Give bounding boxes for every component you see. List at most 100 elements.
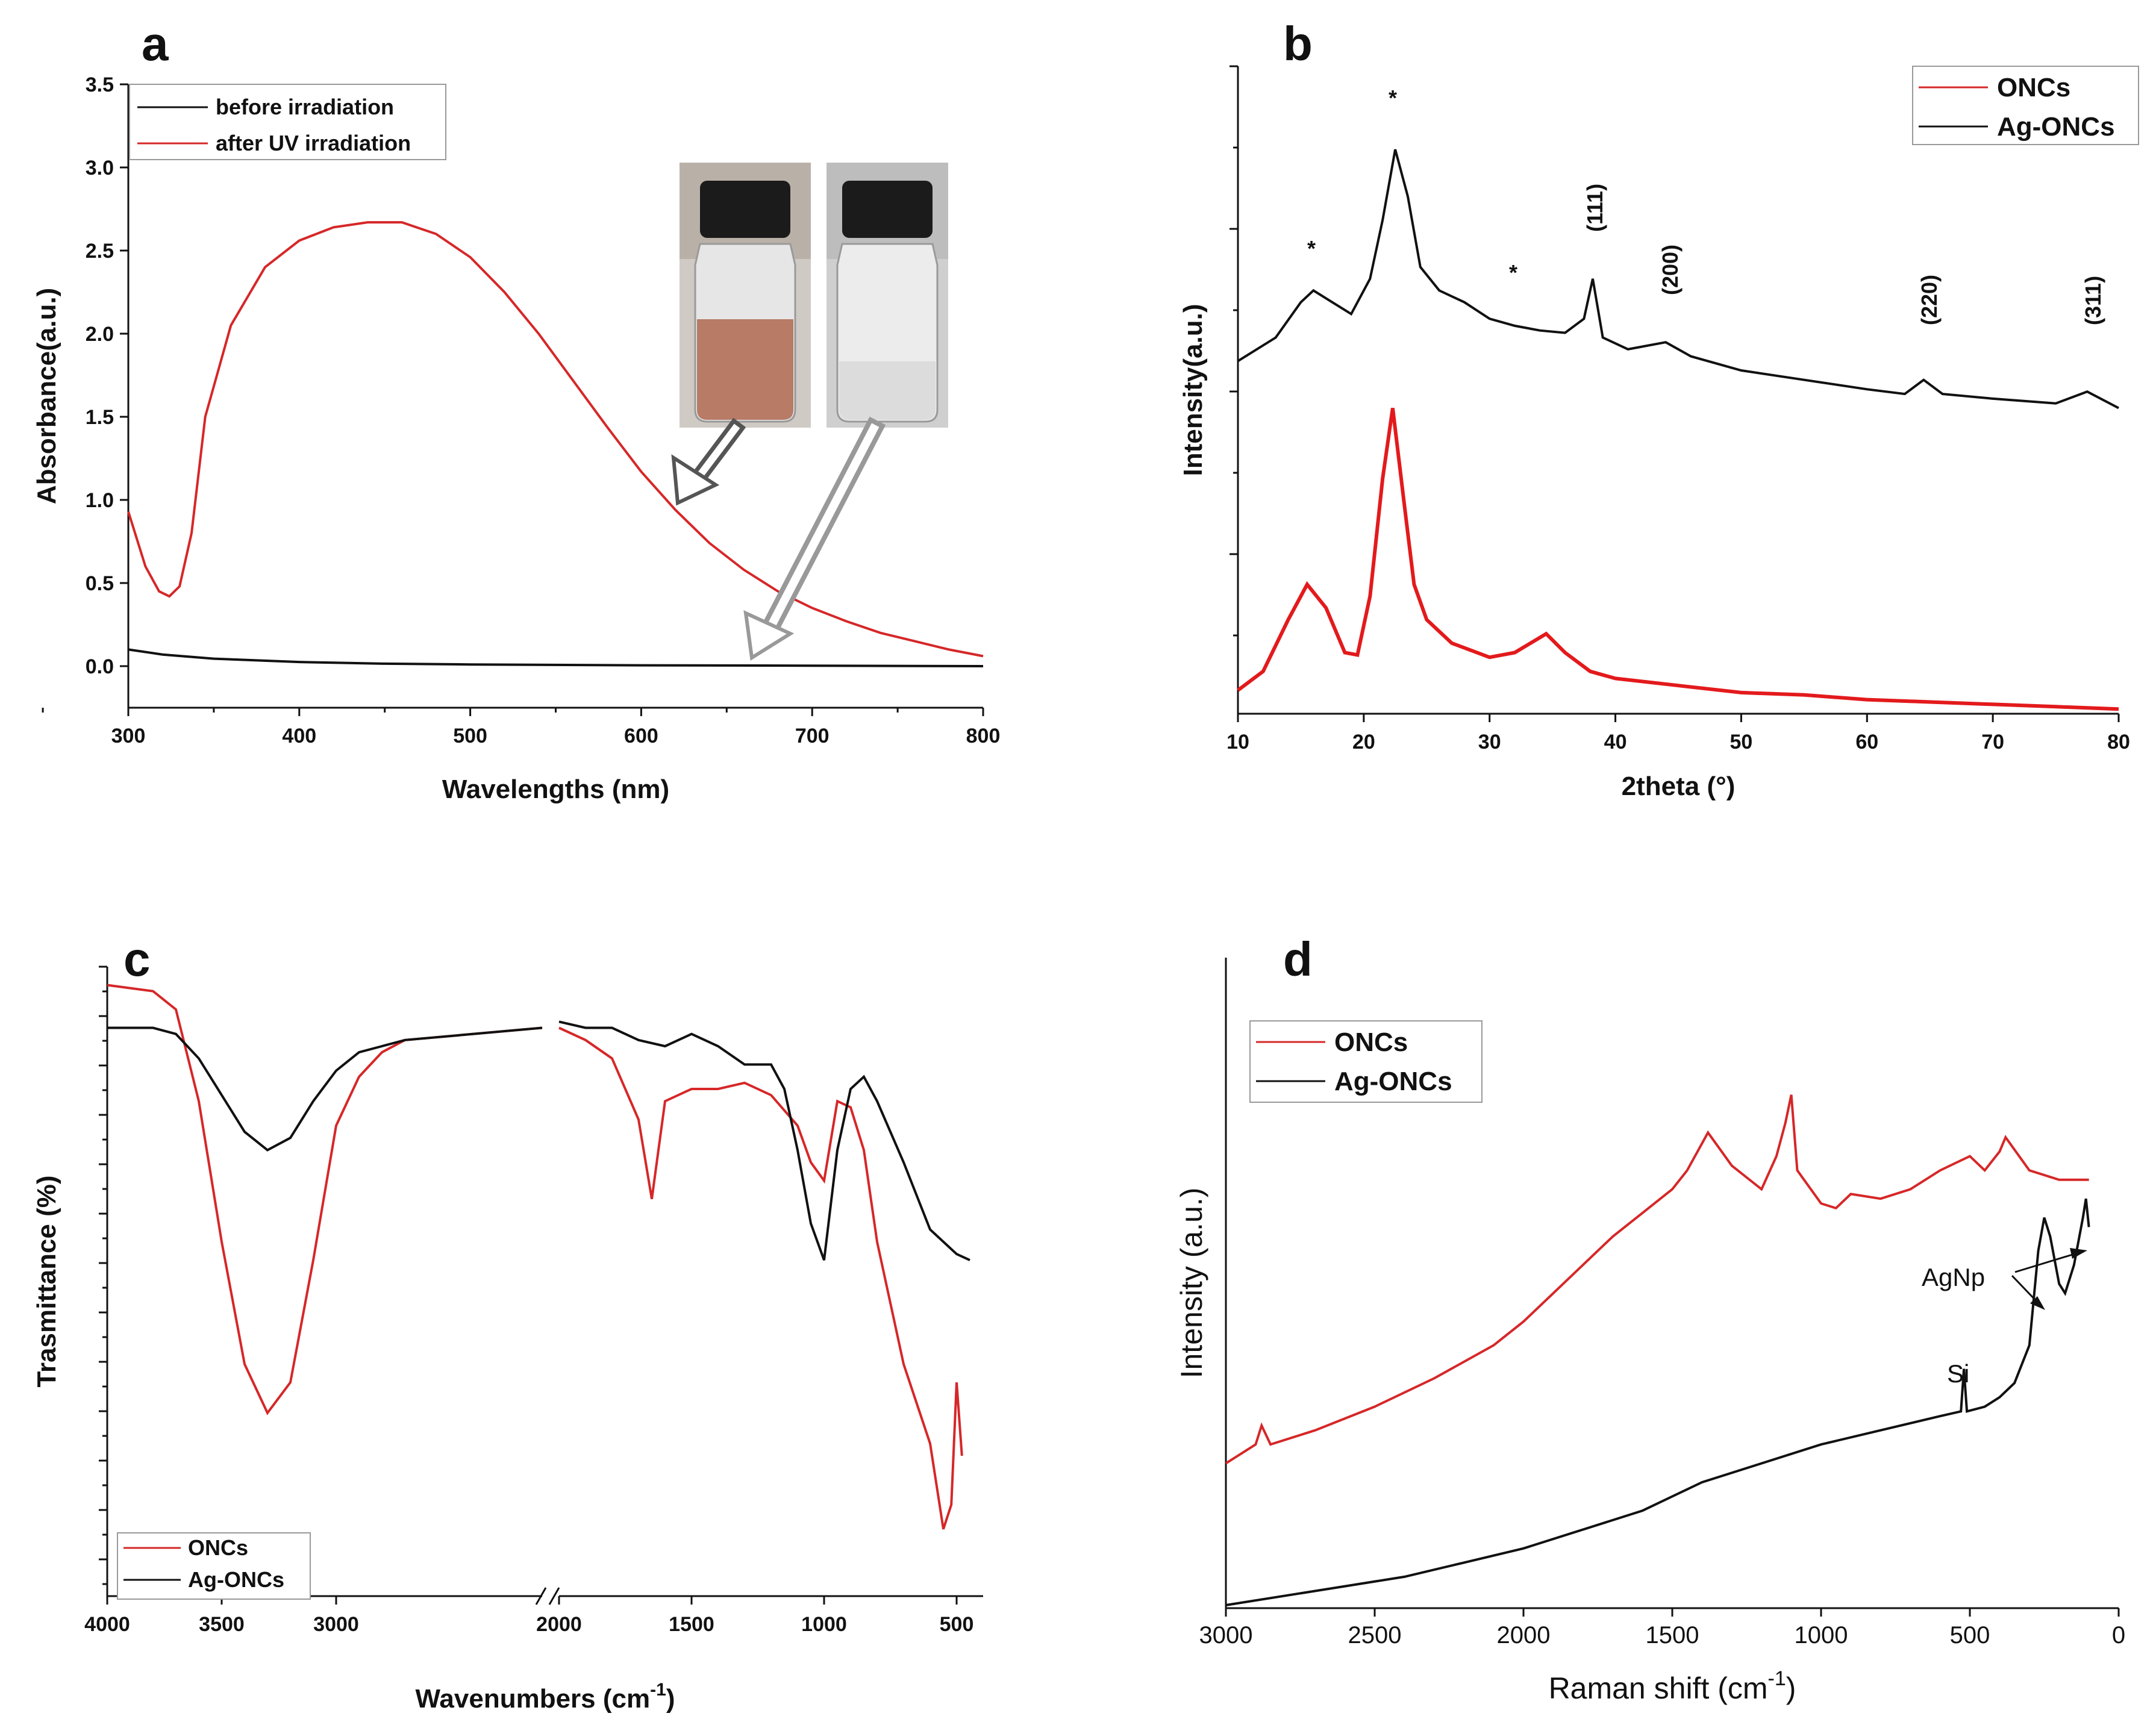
- panel-c-axes: 4000 3500 3000 2000 1500 1000 500 Wavenumbers (…: [32, 965, 983, 1714]
- panel-d-legend: ONCs Ag-ONCs: [1249, 1020, 1483, 1103]
- series-ag-oncs-line: [1237, 149, 2119, 410]
- y-tick-label: 2.5: [86, 240, 114, 263]
- y-tick-label: 3.5: [86, 73, 114, 96]
- series-after-uv-line: [127, 221, 984, 658]
- peak-star-1: *: [1307, 236, 1316, 261]
- legend-label-after: after UV irradiation: [216, 131, 411, 155]
- legend-box: [129, 84, 446, 160]
- series-ag-oncs-line-seg1: [558, 1020, 970, 1262]
- panel-a-axes: 300 400 500 600 700 800 0.0 0.5 1.0 1.5 2.0 2.5 3.0 3…: [32, 73, 1001, 804]
- x-tick-label: 60: [1855, 731, 1878, 753]
- x-tick-label: 400: [282, 725, 316, 747]
- x-axis-title: Raman shift (cm-1): [1549, 1667, 1796, 1705]
- arrow-to-black-curve: [743, 416, 886, 661]
- panel-c-series: [107, 984, 970, 1530]
- legend-label-oncs: ONCs: [188, 1535, 248, 1560]
- y-tick-label: 1.0: [86, 489, 114, 512]
- y-tick-label: 1.5: [86, 406, 114, 429]
- panel-b-series: [1237, 149, 2119, 711]
- series-before-line: [128, 648, 984, 667]
- vial-photo-after: [826, 163, 948, 428]
- y-tick-label: 0.0: [86, 655, 114, 678]
- legend-box: [117, 1532, 311, 1600]
- x-tick-label: 500: [1950, 1622, 1990, 1649]
- legend-label-before: before irradiation: [216, 95, 394, 119]
- x-tick-label: 800: [966, 725, 1001, 747]
- y-axis-title: Intensity(a.u.): [1178, 304, 1208, 476]
- legend-label-ag-oncs: Ag-ONCs: [1997, 112, 2115, 142]
- panel-a-series: [127, 221, 984, 667]
- annotation-agnp: AgNp: [1922, 1263, 1985, 1291]
- series-ag-oncs-line: [1225, 1198, 2090, 1606]
- series-oncs-line-seg0: [107, 984, 543, 1415]
- x-tick-label: 80: [2107, 731, 2130, 753]
- panel-b-axes: 10 20 30 40 50 60 70 80 2theta (°) Intensity(a.u.…: [1178, 65, 2130, 801]
- legend-label-oncs: ONCs: [1334, 1028, 1408, 1057]
- peak-star-2: *: [1389, 86, 1397, 110]
- panel-a-uvvis: a 300 400 500 600 700 800 0.0 0.5 1.0 1.5 2.0 2.5 3.…: [32, 17, 1001, 804]
- peak-label-220: (220): [1917, 275, 1942, 325]
- panel-a-legend: before irradiation after UV irradiation: [129, 84, 446, 160]
- x-tick-label: 40: [1604, 731, 1627, 753]
- vial-photo-before: [680, 163, 811, 428]
- x-tick-label: 30: [1478, 731, 1501, 753]
- x-tick-label: 50: [1730, 731, 1753, 753]
- panel-c-legend: ONCs Ag-ONCs: [117, 1532, 311, 1600]
- x-axis-title: Wavelengths (nm): [442, 775, 669, 804]
- y-axis-title: Intensity (a.u.): [1175, 1188, 1208, 1379]
- axis-break-mark: [535, 1587, 547, 1605]
- x-tick-label: 1500: [669, 1613, 714, 1636]
- peak-label-311: (311): [2081, 276, 2105, 325]
- series-oncs-line: [1225, 1094, 2089, 1465]
- y-tick-label: 0.5: [86, 572, 114, 595]
- peak-label-200: (200): [1658, 245, 1683, 295]
- x-tick-label: 10: [1226, 731, 1249, 753]
- x-tick-label: 2000: [536, 1613, 582, 1636]
- x-tick-label: 3500: [199, 1613, 245, 1636]
- panel-b-legend: ONCs Ag-ONCs: [1912, 66, 2139, 145]
- panel-d-raman: d 3000 2500 2000 1500 1000 500 0 Raman shift (c…: [1175, 932, 2125, 1705]
- x-tick-label: 3000: [313, 1613, 359, 1636]
- legend-box: [1249, 1020, 1483, 1103]
- x-tick-label: 1500: [1646, 1622, 1699, 1649]
- peak-label-111: (111): [1583, 184, 1607, 232]
- x-tick-label: 500: [453, 725, 487, 747]
- x-axis-title: Wavenumbers (cm-1): [416, 1680, 675, 1714]
- axis-break-mark: [548, 1587, 560, 1605]
- x-tick-label: 70: [1981, 731, 2004, 753]
- legend-label-ag-oncs: Ag-ONCs: [188, 1567, 284, 1592]
- panel-b-xrd: b 10 20 30 40 50 60 70 80 2theta (°) Intensity(a.…: [1178, 17, 2139, 801]
- panel-c-letter: c: [123, 932, 151, 986]
- series-ag-oncs-line-seg0: [107, 1026, 543, 1152]
- y-tick-label: 3.0: [86, 157, 114, 179]
- legend-label-oncs: ONCs: [1997, 73, 2070, 102]
- x-tick-label: 700: [795, 725, 830, 747]
- x-tick-label: 1000: [801, 1613, 847, 1636]
- vial-liquid-clear: [839, 361, 936, 420]
- x-tick-label: 600: [624, 725, 658, 747]
- x-tick-label: 3000: [1199, 1622, 1253, 1649]
- series-oncs-line-seg1: [558, 1026, 963, 1530]
- vial-cap: [700, 181, 790, 238]
- panel-b-letter: b: [1283, 17, 1313, 70]
- agnp-arrow-2: [2014, 1252, 2079, 1273]
- panel-d-axes: 3000 2500 2000 1500 1000 500 0 Raman shift (cm-…: [1175, 958, 2125, 1705]
- x-tick-label: 4000: [84, 1613, 130, 1636]
- vial-cap: [842, 181, 933, 238]
- x-tick-label: 300: [111, 725, 146, 747]
- annotation-si: Si: [1947, 1359, 1969, 1388]
- vial-liquid-brown: [697, 319, 793, 420]
- panel-d-series: [1225, 1094, 2090, 1606]
- panel-c-ftir: c 4000 3500 3000 2000 1500 1000 500 Wavenumbers…: [32, 932, 983, 1714]
- y-axis-title: Trasmittance (%): [32, 1175, 61, 1387]
- peak-star-3: *: [1509, 260, 1517, 285]
- x-tick-label: 20: [1352, 731, 1375, 753]
- series-oncs-line: [1237, 408, 2119, 711]
- x-axis-title: 2theta (°): [1622, 772, 1736, 801]
- x-tick-label: 1000: [1795, 1622, 1848, 1649]
- arrow-to-red-curve: [671, 417, 746, 506]
- x-tick-label: 2000: [1497, 1622, 1551, 1649]
- legend-label-ag-oncs: Ag-ONCs: [1334, 1067, 1452, 1096]
- y-axis-title: Absorbance(a.u.): [32, 288, 61, 504]
